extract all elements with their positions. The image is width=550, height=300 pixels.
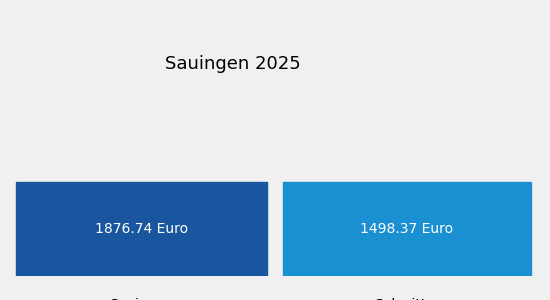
Bar	[283, 182, 531, 276]
Text: 1876.74 Euro: 1876.74 Euro	[95, 222, 188, 236]
Text: Sauingen 2025: Sauingen 2025	[165, 55, 301, 73]
Text: Salzgitter: Salzgitter	[373, 298, 441, 300]
Text: Sauingen: Sauingen	[109, 298, 174, 300]
Text: 1498.37 Euro: 1498.37 Euro	[360, 222, 454, 236]
Bar	[16, 182, 267, 276]
